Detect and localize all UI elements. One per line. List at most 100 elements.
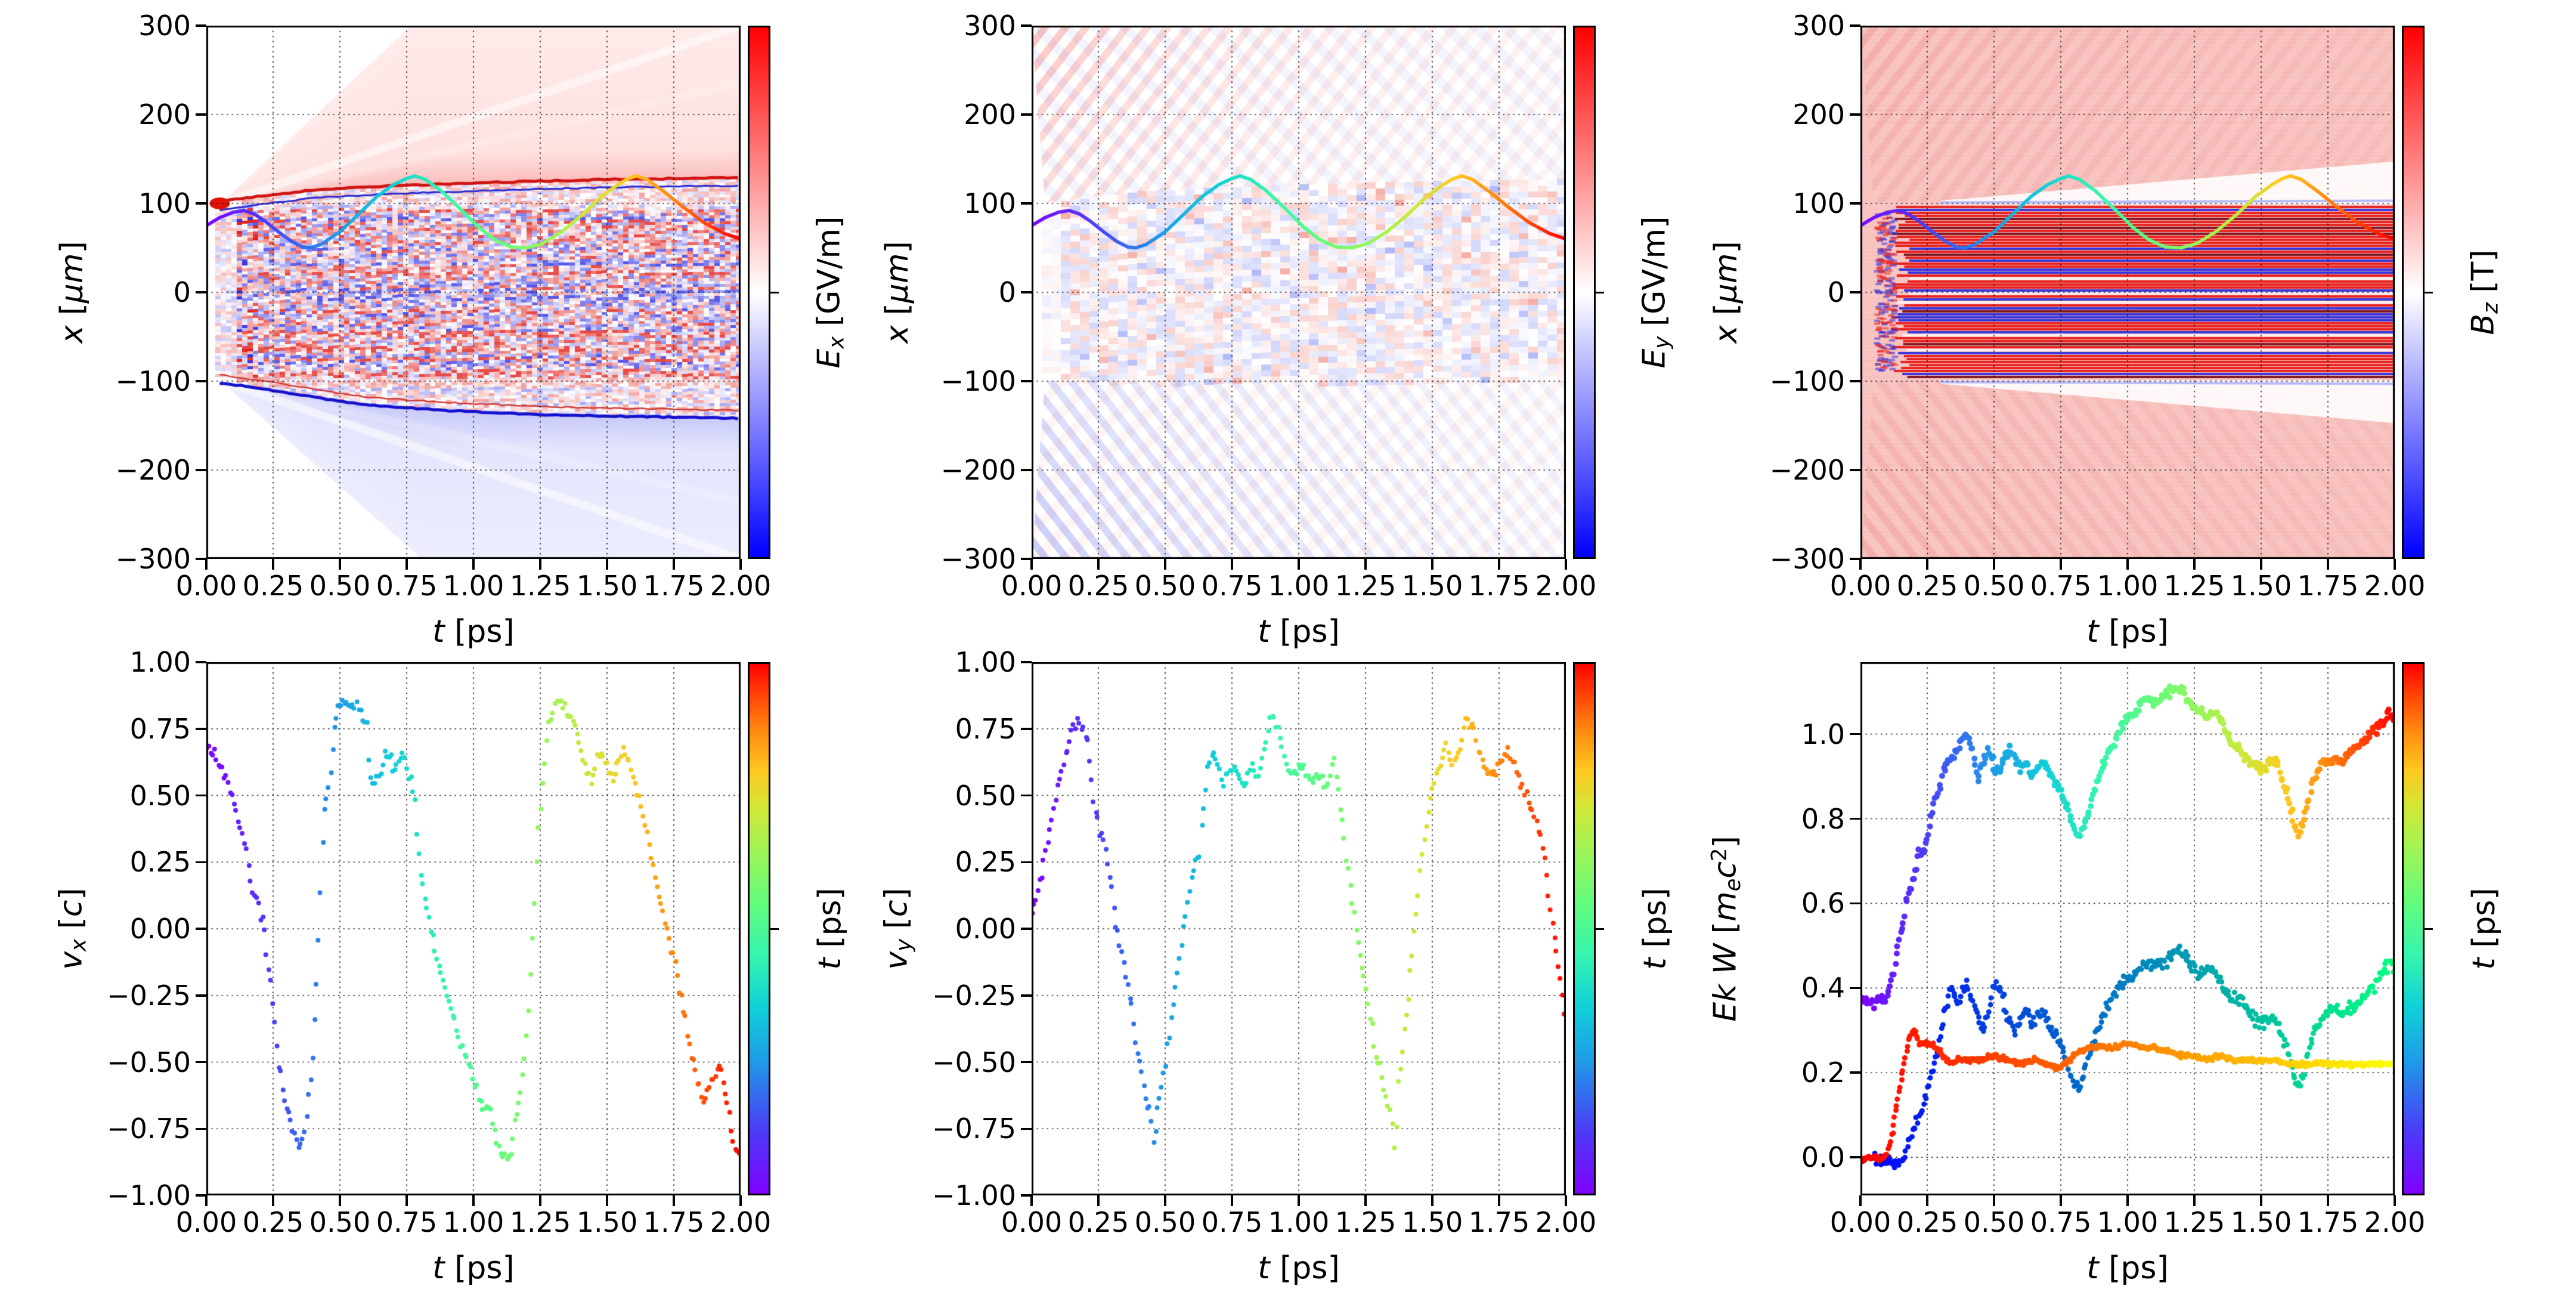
x-axis-label: t [ps] (2086, 1250, 2169, 1286)
x-tick (1993, 559, 1995, 570)
y-tick (1850, 291, 1860, 293)
y-tick (1850, 113, 1860, 116)
label-segment: μm (1708, 253, 1744, 304)
x-tick (272, 1195, 274, 1206)
x-tick-label: 1.50 (2230, 1206, 2292, 1238)
colorbar (1573, 26, 1596, 559)
x-tick-label: 0.25 (1896, 570, 1958, 602)
label-segment: ] (878, 888, 915, 900)
y-tick (196, 558, 206, 560)
y-tick (1021, 728, 1032, 730)
label-segment: [ps] (444, 1250, 515, 1286)
plot-canvas-Bz (1860, 26, 2395, 559)
colorbar-label: t [ps] (2466, 888, 2502, 970)
label-segment: [ps] (2466, 888, 2502, 958)
y-tick (1850, 380, 1860, 382)
label-segment: x (880, 325, 915, 344)
label-segment: y (1649, 336, 1674, 349)
y-tick (1021, 861, 1032, 863)
x-tick (1298, 559, 1300, 570)
y-tick (1850, 817, 1860, 820)
y-tick (1021, 928, 1032, 930)
x-tick-label: 2.00 (2364, 570, 2426, 602)
x-tick (1164, 559, 1166, 570)
x-tick-label: 1.75 (1468, 1206, 1530, 1238)
x-tick-label: 2.00 (1535, 570, 1597, 602)
y-tick-label: 300 (964, 10, 1016, 42)
x-tick (1097, 1195, 1100, 1206)
y-tick-label: 1.00 (955, 646, 1016, 678)
x-tick-label: 0.75 (376, 1206, 438, 1238)
y-tick-label: −0.75 (107, 1112, 191, 1145)
x-tick (1565, 1195, 1567, 1206)
y-tick (1850, 24, 1860, 27)
y-tick (196, 113, 206, 116)
x-tick (1298, 1195, 1300, 1206)
label-segment: x (54, 325, 90, 344)
x-tick (205, 1195, 208, 1206)
x-tick (673, 1195, 675, 1206)
x-tick (673, 559, 675, 570)
x-tick (1030, 559, 1033, 570)
x-tick-label: 0.75 (376, 570, 438, 602)
x-tick (539, 1195, 541, 1206)
x-tick (2060, 1195, 2062, 1206)
y-tick-label: −1.00 (107, 1179, 191, 1212)
y-tick-label: 200 (964, 98, 1016, 131)
label-segment: E (811, 348, 847, 369)
x-tick (2260, 559, 2262, 570)
colorbar-mid-tick (1596, 928, 1604, 930)
x-tick-label: 0.25 (1896, 1206, 1958, 1238)
label-segment: [ps] (1637, 888, 1673, 958)
colorbar-mid-tick (2425, 928, 2433, 930)
y-tick-label: −0.50 (932, 1046, 1016, 1078)
label-segment: Ek (1707, 984, 1744, 1022)
y-tick-label: 0.75 (129, 712, 191, 745)
x-tick (1030, 1195, 1033, 1206)
y-tick-label: 0.6 (1801, 887, 1845, 920)
x-tick-label: 1.00 (2097, 1206, 2159, 1238)
x-tick-label: 1.00 (442, 570, 504, 602)
x-tick (272, 559, 274, 570)
label-segment: W (1707, 943, 1744, 975)
x-tick (472, 1195, 475, 1206)
x-tick (606, 559, 608, 570)
label-segment: ] (54, 241, 90, 254)
x-tick (2126, 1195, 2129, 1206)
x-tick (2327, 1195, 2329, 1206)
colorbar (748, 662, 770, 1195)
x-tick (606, 1195, 608, 1206)
y-tick (1021, 113, 1032, 116)
x-tick-label: 0.25 (1067, 1206, 1129, 1238)
x-tick-label: 0.75 (2030, 1206, 2092, 1238)
y-axis-label: vy [c] (878, 888, 916, 969)
y-axis-label: Ek W [mec2] (1707, 836, 1745, 1022)
y-tick-label: 1.00 (129, 646, 191, 678)
y-tick (1850, 1156, 1860, 1158)
y-tick-label: 0 (1827, 276, 1845, 308)
x-axis-label: t [ps] (2086, 614, 2169, 650)
y-tick-label: 0.00 (129, 913, 191, 945)
label-segment: t (1258, 614, 1270, 650)
y-tick (1850, 1071, 1860, 1074)
x-tick (1859, 559, 1862, 570)
y-tick (1850, 987, 1860, 990)
y-tick-label: 200 (138, 98, 191, 131)
panel-Bz-heatmap (1860, 26, 2395, 559)
y-tick-label: 100 (138, 187, 191, 220)
y-tick-label: 0 (173, 276, 191, 308)
x-tick-label: 1.50 (1401, 1206, 1463, 1238)
colorbar-mid-tick (770, 291, 779, 293)
label-segment: c (1707, 861, 1744, 879)
x-tick-label: 0.25 (242, 1206, 304, 1238)
y-tick (196, 1194, 206, 1197)
label-segment: t (812, 957, 848, 970)
label-segment: t (1258, 1250, 1270, 1286)
x-tick (205, 559, 208, 570)
label-segment: [T] (2465, 249, 2501, 303)
x-tick (1565, 559, 1567, 570)
colorbar (1573, 662, 1596, 1195)
y-tick (1021, 380, 1032, 382)
x-tick-label: 0.00 (1001, 1206, 1063, 1238)
x-tick-label: 1.50 (576, 1206, 638, 1238)
